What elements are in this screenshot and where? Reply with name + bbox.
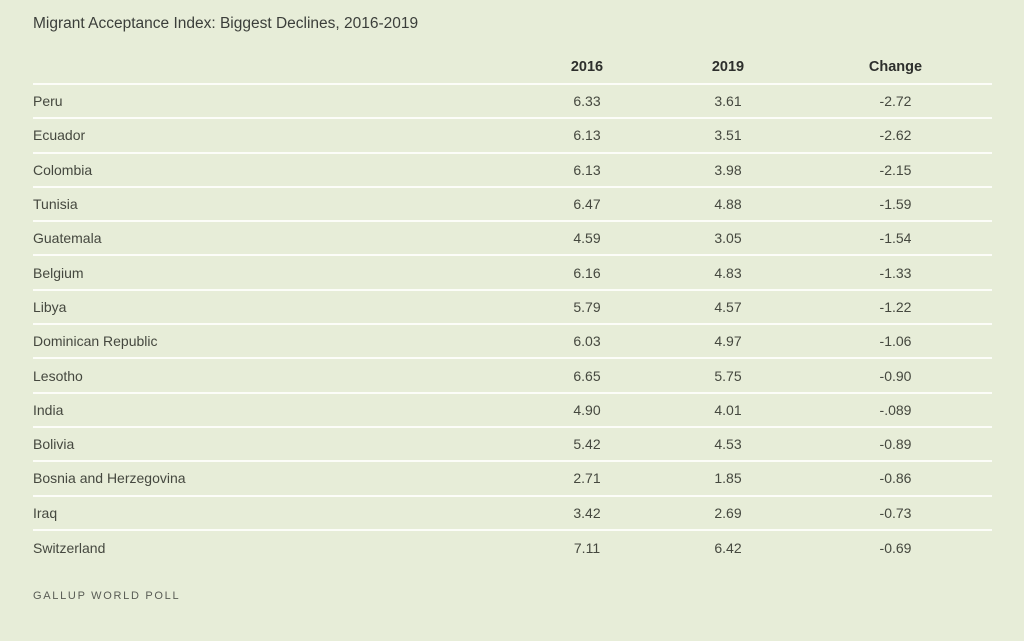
country-label: Switzerland <box>33 540 106 556</box>
table-row: Dominican Republic 6.03 4.97 -1.06 <box>33 325 992 360</box>
value-2019: 4.01 <box>714 401 742 418</box>
value-change: -1.22 <box>879 298 912 315</box>
table-row: Switzerland 7.11 6.42 -0.69 <box>33 531 992 565</box>
value-2016: 5.42 <box>573 436 601 453</box>
value-2019: 2.69 <box>714 504 742 521</box>
column-header-change: Change <box>868 59 923 75</box>
country-label: Lesotho <box>33 367 83 384</box>
value-2019: 3.61 <box>714 93 742 110</box>
value-2016: 6.47 <box>573 196 601 213</box>
value-2019: 4.88 <box>714 196 742 213</box>
value-change: -0.86 <box>879 470 912 487</box>
value-change: -0.69 <box>879 540 912 556</box>
table-row: Ecuador 6.13 3.51 -2.62 <box>33 119 992 154</box>
value-2016: 4.59 <box>573 230 601 247</box>
country-label: Libya <box>33 298 67 315</box>
country-label: Bolivia <box>33 436 75 453</box>
table-row: Bosnia and Herzegovina 2.71 1.85 -0.86 <box>33 462 992 497</box>
column-header-2019: 2019 <box>711 59 745 75</box>
value-2016: 6.33 <box>573 93 601 110</box>
source-label: GALLUP WORLD POLL <box>33 590 181 603</box>
table-row: Lesotho 6.65 5.75 -0.90 <box>33 359 992 394</box>
value-change: -0.73 <box>879 504 912 521</box>
table-row: India 4.90 4.01 -.089 <box>33 394 992 428</box>
table-row: Colombia 6.13 3.98 -2.15 <box>33 154 992 188</box>
table-row: Guatemala 4.59 3.05 -1.54 <box>33 222 992 257</box>
country-label: Tunisia <box>33 196 78 213</box>
value-change: -2.15 <box>879 161 912 178</box>
value-2016: 6.03 <box>573 333 601 350</box>
table-row: Iraq 3.42 2.69 -0.73 <box>33 497 992 531</box>
value-2016: 4.90 <box>573 401 601 418</box>
value-2019: 4.97 <box>714 333 742 350</box>
country-label: Colombia <box>33 161 93 178</box>
value-2019: 4.83 <box>714 264 742 281</box>
value-2019: 4.53 <box>714 436 742 453</box>
table-row: Belgium 6.16 4.83 -1.33 <box>33 256 992 291</box>
country-label: Peru <box>33 93 63 110</box>
value-change: -1.33 <box>879 264 912 281</box>
value-change: -2.72 <box>879 93 912 110</box>
table-body: Peru 6.33 3.61 -2.72 Ecuador 6.13 3.51 -… <box>33 85 992 565</box>
value-2016: 6.13 <box>573 127 601 144</box>
table-header-row: 2016 2019 Change <box>33 34 992 85</box>
value-2019: 3.05 <box>714 230 742 247</box>
value-change: -.089 <box>879 401 912 418</box>
country-label: Dominican Republic <box>33 333 158 350</box>
value-2019: 3.51 <box>714 127 742 144</box>
value-2016: 7.11 <box>573 540 601 556</box>
country-label: India <box>33 401 64 418</box>
value-2019: 4.57 <box>714 298 742 315</box>
value-2016: 5.79 <box>573 298 601 315</box>
value-2019: 3.98 <box>714 161 742 178</box>
value-change: -2.62 <box>879 127 912 144</box>
value-2016: 2.71 <box>573 470 601 487</box>
value-change: -0.90 <box>879 367 912 384</box>
value-change: -1.59 <box>879 196 912 213</box>
country-label: Bosnia and Herzegovina <box>33 470 186 487</box>
value-2019: 1.85 <box>714 470 742 487</box>
value-2016: 6.16 <box>573 264 601 281</box>
table-row: Peru 6.33 3.61 -2.72 <box>33 85 992 120</box>
value-2016: 6.65 <box>573 367 601 384</box>
value-change: -1.06 <box>879 333 912 350</box>
table-row: Libya 5.79 4.57 -1.22 <box>33 291 992 326</box>
value-2016: 6.13 <box>573 161 601 178</box>
table-row: Tunisia 6.47 4.88 -1.59 <box>33 188 992 223</box>
country-label: Guatemala <box>33 230 102 247</box>
value-2019: 5.75 <box>714 367 742 384</box>
value-2019: 6.42 <box>714 540 742 556</box>
value-change: -1.54 <box>879 230 912 247</box>
country-label: Iraq <box>33 504 58 521</box>
table-row: Bolivia 5.42 4.53 -0.89 <box>33 428 992 463</box>
country-label: Belgium <box>33 264 84 281</box>
value-2016: 3.42 <box>573 504 601 521</box>
country-label: Ecuador <box>33 127 86 144</box>
chart-title: Migrant Acceptance Index: Biggest Declin… <box>33 15 419 32</box>
column-header-2016: 2016 <box>570 59 604 75</box>
value-change: -0.89 <box>879 436 912 453</box>
